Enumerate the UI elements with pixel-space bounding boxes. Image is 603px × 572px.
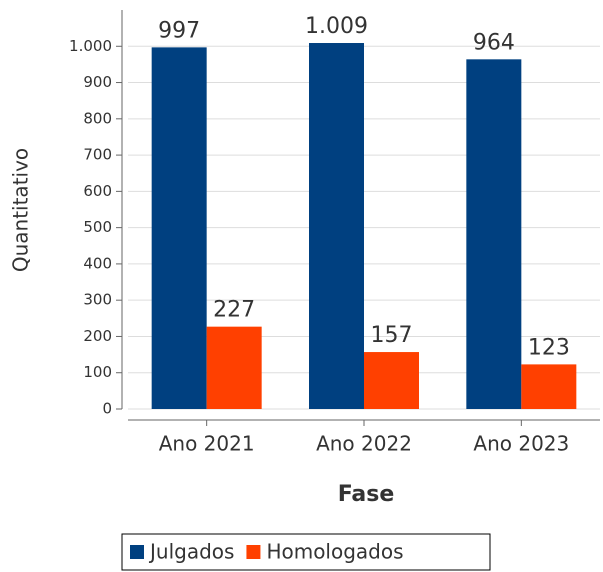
y-tick-label: 400	[83, 254, 112, 272]
legend-box	[121, 533, 491, 571]
y-tick-label: 800	[83, 109, 112, 127]
legend-label: Julgados	[148, 540, 234, 564]
bar	[466, 59, 522, 410]
value-label: 997	[158, 18, 200, 43]
x-tick-label: Ano 2022	[316, 432, 412, 456]
value-label: 227	[213, 298, 255, 323]
y-tick-label: 500	[83, 218, 112, 236]
y-tick-label: 900	[83, 73, 112, 91]
bar	[151, 47, 207, 410]
bar	[309, 43, 364, 410]
y-axis-title: Quantitativo	[9, 148, 33, 272]
value-label: 123	[528, 335, 570, 360]
bar	[206, 326, 262, 409]
bar	[521, 364, 577, 409]
y-tick-label: 300	[83, 291, 112, 309]
value-label: 157	[371, 323, 413, 348]
value-label: 964	[473, 30, 515, 55]
x-tick-label: Ano 2021	[159, 432, 255, 456]
y-tick-label: 100	[83, 363, 112, 381]
legend-swatch	[130, 545, 144, 559]
y-tick-label: 0	[102, 400, 112, 418]
y-tick-label: 600	[83, 182, 112, 200]
x-tick-label: Ano 2023	[473, 432, 569, 456]
value-label: 1.009	[305, 14, 368, 39]
y-tick-label: 700	[83, 146, 112, 164]
y-tick-label: 200	[83, 327, 112, 345]
bar	[364, 352, 419, 409]
legend-swatch	[246, 545, 261, 559]
legend-label: Homologados	[266, 540, 403, 564]
y-tick-label: 1.000	[69, 37, 112, 55]
x-axis-title: Fase	[338, 482, 395, 507]
